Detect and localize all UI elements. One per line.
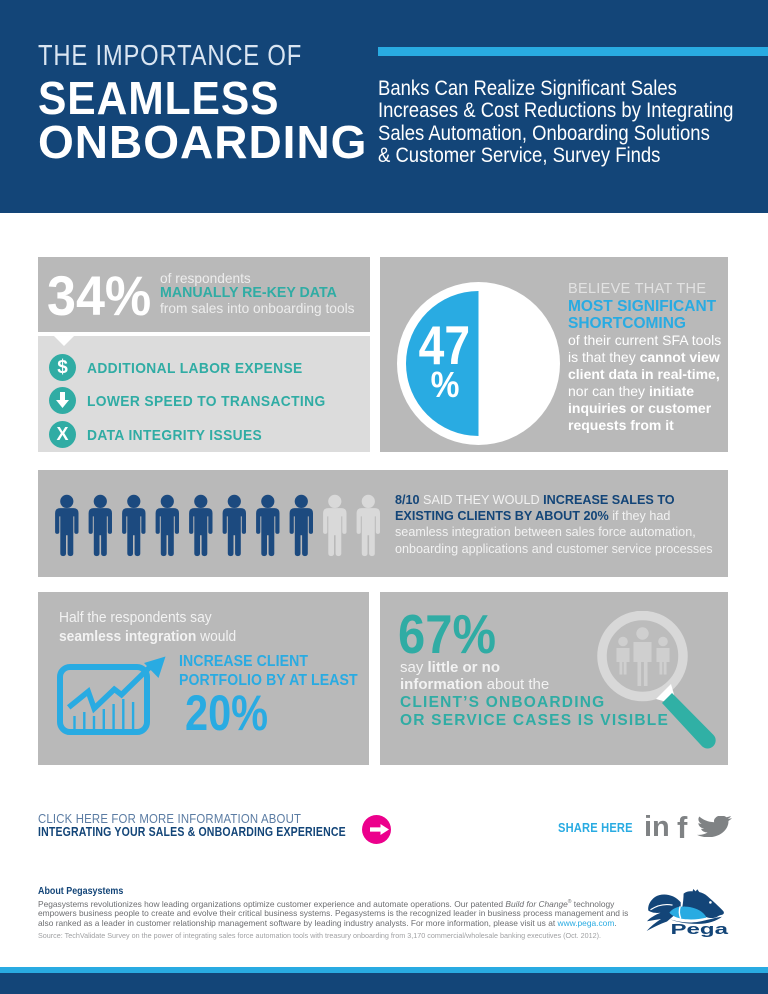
svg-text:Pega: Pega <box>671 921 730 938</box>
